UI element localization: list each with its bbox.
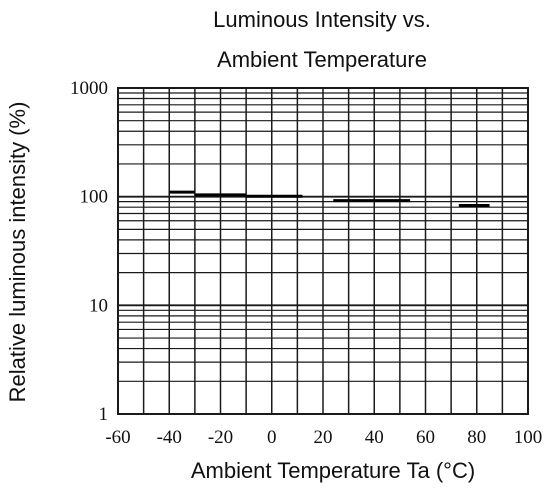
y-axis-title: Relative luminous intensity (%) xyxy=(5,102,30,403)
x-tick-label: 100 xyxy=(514,427,543,448)
series-layer xyxy=(169,190,490,207)
x-tick-label: -40 xyxy=(157,427,182,448)
x-tick-label: -60 xyxy=(105,427,130,448)
plot-border xyxy=(117,87,529,415)
x-tick-label: 20 xyxy=(314,427,333,448)
y-tick-label: 10 xyxy=(89,295,108,316)
x-tick-label: 80 xyxy=(467,427,486,448)
x-tick-label: 0 xyxy=(267,427,277,448)
y-tick-label: 1 xyxy=(99,404,109,425)
tick-label-layer: -60 -40 -20 0 20 40 60 80 100 1 10 100 1000 xyxy=(70,78,542,448)
chart-title-line-2: Ambient Temperature xyxy=(217,47,427,72)
grid-layer xyxy=(117,87,529,415)
x-axis-title: Ambient Temperature Ta (°C) xyxy=(191,458,475,483)
chart-title-line-1: Luminous Intensity vs. xyxy=(213,7,431,32)
y-tick-label: 100 xyxy=(80,187,109,208)
x-tick-label: 60 xyxy=(416,427,435,448)
chart-title-group: Luminous Intensity vs. Ambient Temperatu… xyxy=(213,7,431,72)
x-tick-label: 40 xyxy=(365,427,384,448)
x-tick-label: -20 xyxy=(208,427,233,448)
y-tick-label: 1000 xyxy=(70,78,108,99)
